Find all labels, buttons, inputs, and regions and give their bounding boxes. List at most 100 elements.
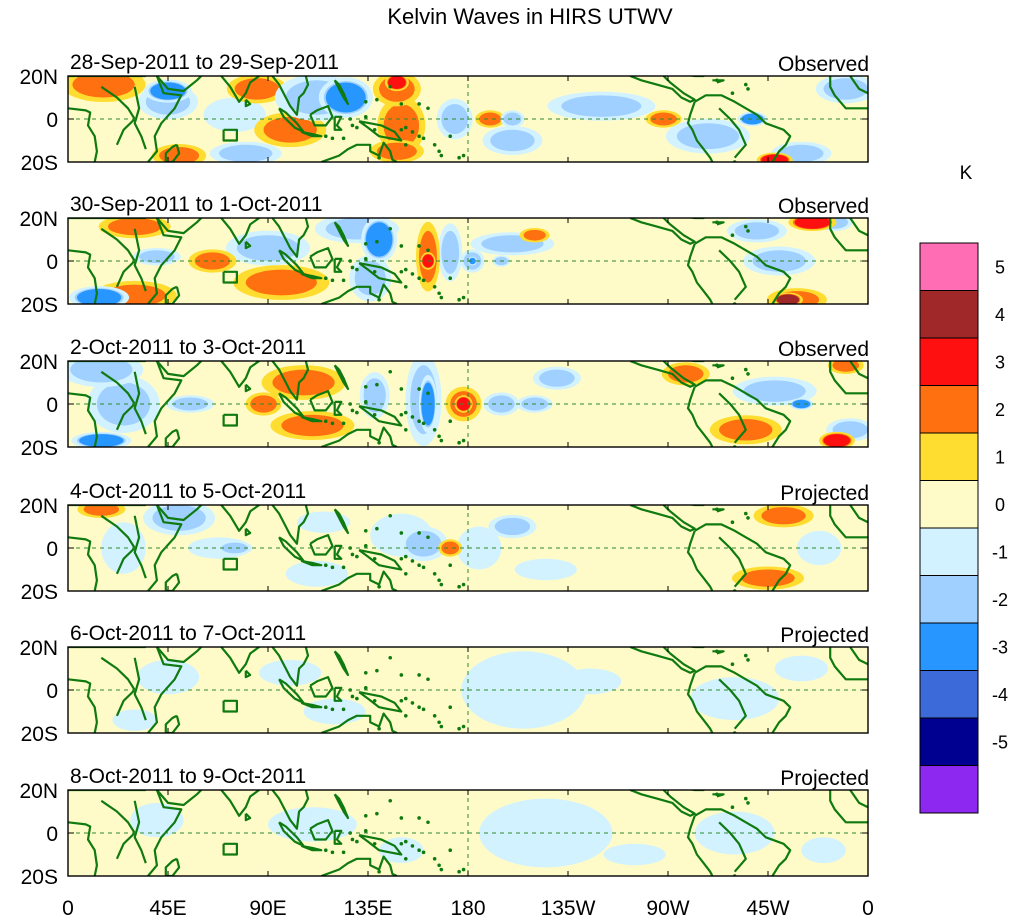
- coastline: [220, 361, 260, 388]
- y-tick-label: 20S: [21, 294, 58, 317]
- anomaly-blob: [761, 507, 806, 525]
- island: [746, 229, 750, 233]
- colorbar-swatch: [919, 337, 979, 386]
- anomaly-blob: [221, 542, 249, 554]
- island: [743, 796, 748, 801]
- island: [372, 269, 377, 274]
- coastline: [100, 370, 136, 431]
- panel-date-range: 28-Sep-2011 to 29-Sep-2011: [70, 51, 339, 74]
- island: [323, 848, 328, 852]
- island: [403, 267, 408, 272]
- island: [410, 130, 415, 134]
- coastline: [829, 218, 868, 252]
- island: [372, 841, 377, 846]
- panel-date-range: 30-Sep-2011 to 1-Oct-2011: [70, 193, 323, 216]
- island: [377, 440, 381, 445]
- panel-kind-label: Projected: [780, 624, 869, 647]
- coastline: [68, 536, 98, 591]
- coastline: [333, 79, 350, 106]
- anomaly-blob: [676, 123, 740, 150]
- coastline: [829, 505, 868, 539]
- coastline: [358, 691, 403, 713]
- island: [417, 673, 421, 677]
- island: [363, 829, 368, 833]
- y-tick-label: 0: [46, 394, 58, 417]
- island: [410, 844, 415, 848]
- panel-kind-label: Observed: [778, 53, 869, 76]
- anomaly-blob: [741, 569, 795, 587]
- island: [388, 226, 393, 231]
- coastline: [333, 650, 350, 677]
- anomaly-blob: [365, 222, 393, 257]
- island: [743, 511, 748, 516]
- anomaly-blob: [743, 380, 806, 402]
- coastline: [849, 361, 868, 380]
- anomaly-blob: [234, 78, 280, 100]
- coastline: [694, 523, 792, 591]
- colorbar-tick-label: -2: [992, 590, 1008, 610]
- colorbar: K 5 4 3 2 1 0 -1 -2 -3 -4 -5: [919, 163, 1008, 814]
- island: [461, 438, 466, 443]
- coastline: [629, 647, 696, 674]
- island: [457, 869, 461, 874]
- island: [403, 572, 408, 576]
- island: [341, 850, 346, 855]
- island: [410, 415, 415, 419]
- coastline: [244, 669, 252, 679]
- coastline: [220, 647, 260, 674]
- coastline: [849, 76, 868, 95]
- island: [403, 554, 408, 559]
- island: [330, 421, 335, 426]
- y-tick-label: 20N: [19, 66, 58, 89]
- island: [355, 125, 359, 130]
- island: [730, 91, 735, 95]
- island: [388, 84, 393, 89]
- island: [330, 278, 335, 283]
- coastline: [333, 544, 343, 560]
- island: [403, 125, 408, 130]
- anomaly-blob: [690, 677, 780, 721]
- x-tick-label: 45W: [746, 897, 789, 920]
- island: [457, 584, 461, 589]
- coastline: [220, 790, 260, 817]
- coastline: [222, 842, 238, 856]
- island: [439, 867, 444, 872]
- colorbar-tick-label: 4: [995, 305, 1005, 325]
- island: [399, 841, 404, 846]
- island: [399, 269, 404, 274]
- island: [363, 385, 368, 389]
- coastline: [849, 647, 868, 666]
- coastline: [220, 505, 260, 532]
- island: [350, 408, 355, 413]
- y-tick-label: 0: [46, 538, 58, 561]
- island: [746, 801, 750, 805]
- island: [730, 376, 735, 381]
- coastline: [320, 570, 398, 591]
- coastline: [220, 76, 260, 103]
- panel-5: 20N 0 20S 6-Oct-2011 to 7-Oct-2011 Projected: [19, 622, 869, 746]
- anomaly-blob: [479, 798, 613, 868]
- coastline: [629, 218, 696, 245]
- coastline: [333, 221, 350, 247]
- coastline: [300, 130, 323, 138]
- island: [323, 276, 328, 281]
- anomaly-blob: [441, 230, 460, 274]
- island: [330, 707, 335, 712]
- island: [341, 707, 346, 712]
- coastline: [147, 218, 183, 304]
- coastline: [271, 361, 310, 401]
- anomaly-blob: [461, 651, 586, 729]
- coastline: [156, 76, 203, 93]
- island: [375, 97, 379, 102]
- island: [410, 701, 415, 705]
- y-tick-label: 20S: [21, 866, 58, 889]
- island: [461, 295, 466, 300]
- island: [437, 434, 441, 439]
- colorbar-tick-label: -3: [992, 638, 1008, 658]
- coastline: [220, 218, 260, 245]
- panel-date-range: 8-Oct-2011 to 9-Oct-2011: [70, 765, 306, 788]
- coastline: [222, 413, 238, 427]
- coastline: [133, 657, 147, 721]
- anomaly-blob: [259, 659, 322, 686]
